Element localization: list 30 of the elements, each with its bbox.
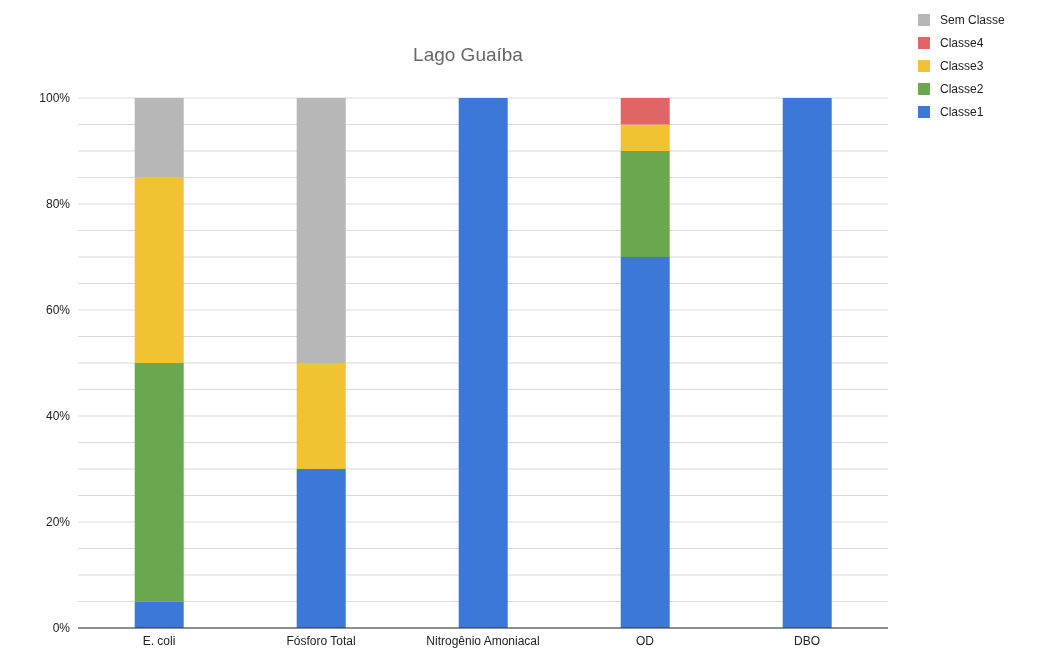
bar xyxy=(620,257,670,628)
bar xyxy=(134,363,184,602)
bar xyxy=(134,177,184,363)
y-tick-label: 100% xyxy=(39,91,71,106)
legend-label: Classe1 xyxy=(940,105,984,119)
y-tick-label: 0% xyxy=(52,621,71,636)
legend-label: Classe4 xyxy=(940,36,984,50)
legend-label: Sem Classe xyxy=(940,13,1005,27)
chart-title: Lago Guaíba xyxy=(413,44,523,65)
bar xyxy=(620,98,670,125)
y-tick-label: 60% xyxy=(45,303,71,318)
bar xyxy=(296,363,346,469)
x-tick-label: OD xyxy=(636,633,655,648)
bar xyxy=(782,98,832,628)
y-tick-label: 80% xyxy=(45,197,71,212)
x-tick-label: Nitrogênio Amoniacal xyxy=(426,633,540,648)
bar xyxy=(134,98,184,178)
bar xyxy=(458,98,508,628)
bar xyxy=(134,601,184,628)
legend-label: Classe2 xyxy=(940,82,984,96)
x-tick-label: Fósforo Total xyxy=(286,633,356,648)
bar xyxy=(620,151,670,257)
bar xyxy=(296,469,346,628)
legend-label: Classe3 xyxy=(940,59,984,73)
y-tick-label: 20% xyxy=(45,515,71,530)
bar xyxy=(620,124,670,151)
x-tick-label: DBO xyxy=(793,633,821,648)
bar xyxy=(296,98,346,363)
y-tick-label: 40% xyxy=(45,409,71,424)
x-tick-label: E. coli xyxy=(142,633,176,648)
